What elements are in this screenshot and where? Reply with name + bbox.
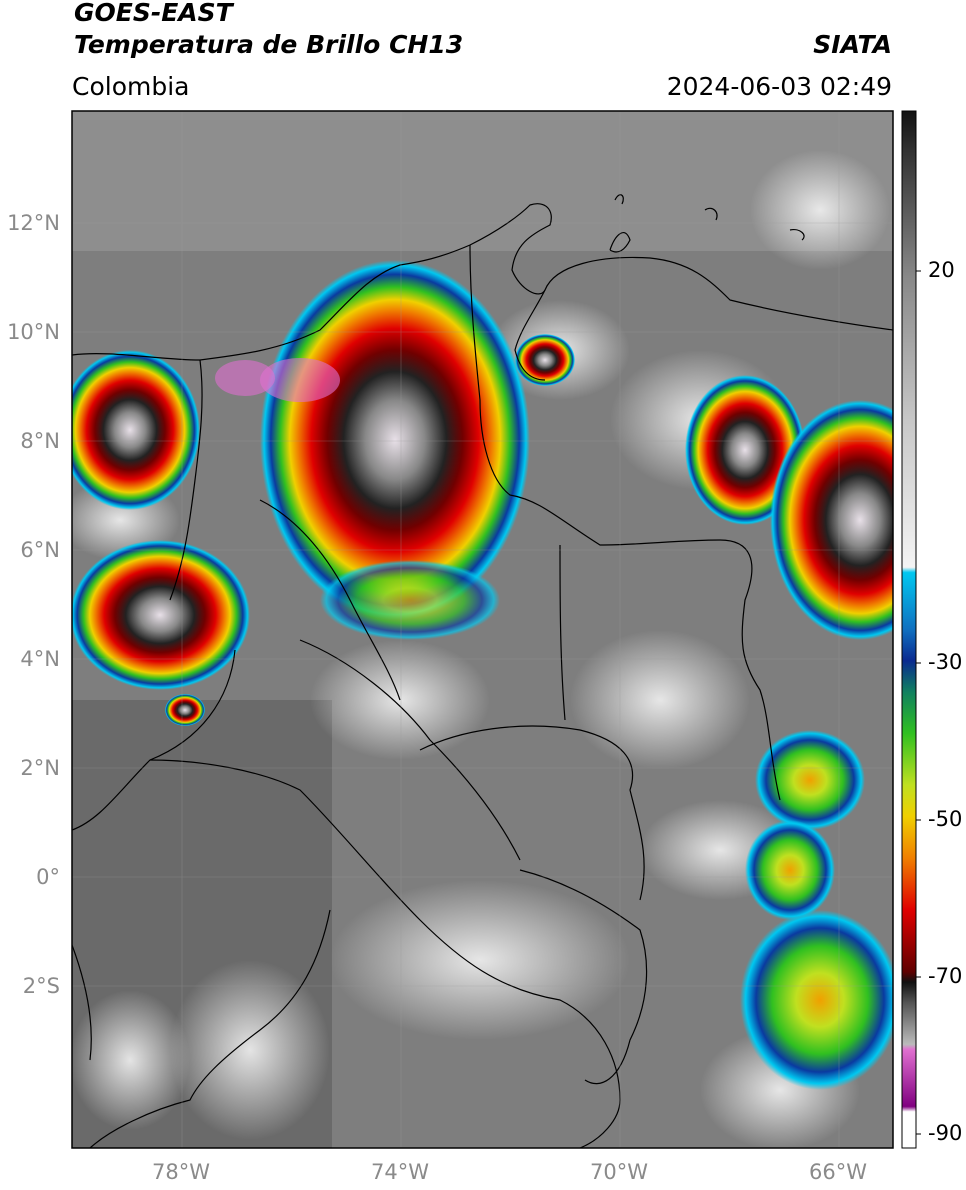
colorbar-tick: -70 bbox=[928, 964, 963, 988]
lat-tick: 10°N bbox=[7, 320, 60, 344]
region-label: Colombia bbox=[72, 72, 190, 101]
lon-tick: 78°W bbox=[152, 1160, 210, 1184]
lon-tick: 74°W bbox=[371, 1160, 429, 1184]
lon-tick: 70°W bbox=[590, 1160, 648, 1184]
lat-tick: 6°N bbox=[20, 538, 60, 562]
northern-colombia-mcs bbox=[260, 260, 530, 620]
lat-tick: 2°S bbox=[22, 974, 60, 998]
colorbar bbox=[901, 110, 917, 1149]
map-frame bbox=[71, 110, 894, 1149]
title-line2: Temperatura de Brillo CH13 bbox=[74, 30, 464, 59]
colorbar-tick: 20 bbox=[928, 258, 955, 282]
colorbar-tick: -30 bbox=[928, 650, 963, 674]
borders bbox=[72, 194, 893, 1148]
colorbar-tick: -50 bbox=[928, 807, 963, 831]
lon-tick: 66°W bbox=[809, 1160, 867, 1184]
pacific-coast-storm bbox=[72, 540, 250, 690]
lat-tick: 12°N bbox=[7, 211, 60, 235]
colorbar-tick: -90 bbox=[928, 1121, 963, 1145]
lat-tick: 0° bbox=[36, 865, 60, 889]
brand-label: SIATA bbox=[813, 30, 892, 59]
lat-tick: 2°N bbox=[20, 756, 60, 780]
datetime-label: 2024-06-03 02:49 bbox=[666, 72, 892, 101]
lat-lon-grid bbox=[72, 111, 893, 1148]
lat-tick: 4°N bbox=[20, 647, 60, 671]
eastern-convection bbox=[740, 910, 893, 1090]
title-line1: GOES-EAST bbox=[74, 0, 233, 27]
storm-cells bbox=[72, 260, 893, 1090]
lat-tick: 8°N bbox=[20, 429, 60, 453]
